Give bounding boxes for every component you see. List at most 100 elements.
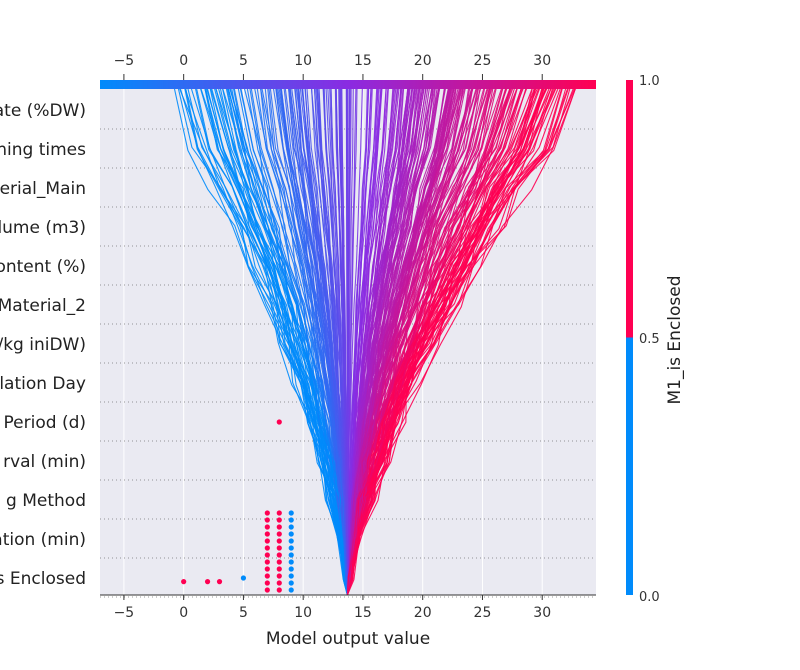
x-tick-label-top-3: 10 (294, 53, 312, 69)
decision-line-318 (346, 82, 535, 595)
scatter-point-40 (288, 510, 294, 516)
scatter-point-32 (288, 566, 294, 572)
x-tick-label-top-6: 25 (474, 53, 492, 69)
scatter-point-33 (288, 559, 294, 565)
x-tick-label-bottom-6: 25 (474, 605, 492, 621)
scatter-point-23 (276, 545, 282, 551)
scatter-point-19 (276, 573, 282, 579)
x-tick-label-top-2: 5 (239, 53, 248, 69)
scatter-point-24 (276, 538, 282, 544)
feature-label-10: g Method (6, 491, 86, 511)
decision-line-304 (346, 82, 437, 595)
scatter-point-14 (264, 524, 270, 530)
decision-line-310 (297, 82, 348, 595)
scatter-point-22 (276, 552, 282, 558)
decision-line-303 (338, 82, 348, 595)
scatter-points (181, 419, 294, 593)
decision-line-308 (310, 82, 348, 595)
x-tick-label-top-4: 15 (354, 53, 372, 69)
scatter-point-7 (264, 573, 270, 579)
feature-label-5: Material_2 (0, 296, 86, 316)
colorbar (626, 80, 633, 595)
x-tick-label-bottom-7: 30 (533, 605, 551, 621)
scatter-point-10 (264, 552, 270, 558)
colorbar-tick-low: 0.0 (639, 590, 660, 605)
scatter-point-31 (288, 573, 294, 579)
x-ticks-bottom: −5 0 5 10 15 20 25 30 (114, 595, 551, 621)
scatter-point-30 (288, 580, 294, 586)
x-tick-label-bottom-5: 20 (414, 605, 432, 621)
scatter-point-6 (264, 580, 270, 586)
x-tick-label-top-1: 0 (179, 53, 188, 69)
decision-line-270 (346, 82, 388, 595)
x-tick-label-bottom-2: 5 (239, 605, 248, 621)
decision-line-286 (346, 82, 579, 595)
scatter-point-37 (288, 531, 294, 537)
feature-label-2: erial_Main (0, 179, 86, 199)
scatter-point-28 (276, 510, 282, 516)
scatter-point-1 (181, 579, 187, 585)
feature-label-1: ning times (0, 140, 86, 160)
decision-line-319 (346, 82, 520, 595)
scatter-point-13 (264, 531, 270, 537)
decision-line-275 (346, 82, 410, 595)
feature-label-3: lume (m3) (0, 218, 86, 238)
scatter-point-4 (240, 575, 247, 581)
scatter-point-34 (288, 552, 294, 558)
scatter-point-29 (288, 587, 294, 593)
feature-label-6: /kg iniDW) (0, 335, 86, 355)
scatter-point-12 (264, 538, 270, 544)
x-tick-label-bottom-0: −5 (114, 605, 135, 621)
x-tick-label-top-7: 30 (533, 53, 551, 69)
decision-line-277 (204, 82, 348, 595)
scatter-point-20 (276, 566, 282, 572)
decision-lines (172, 82, 579, 595)
scatter-point-15 (264, 517, 270, 523)
scatter-point-39 (288, 517, 294, 523)
scatter-point-8 (264, 566, 270, 572)
decision-line-260 (204, 82, 348, 595)
top-color-bar (100, 80, 596, 89)
x-ticks-top: −5 0 5 10 15 20 25 30 (114, 53, 551, 80)
x-axis-title: Model output value (266, 629, 430, 649)
decision-line-315 (346, 82, 495, 595)
x-tick-label-top-0: −5 (114, 53, 135, 69)
scatter-point-16 (264, 510, 270, 516)
feature-label-8: Period (d) (4, 413, 86, 433)
scatter-point-25 (276, 531, 282, 537)
feature-label-0: ate (%DW) (0, 101, 86, 121)
scatter-point-38 (288, 524, 294, 530)
x-tick-label-bottom-3: 10 (294, 605, 312, 621)
decision-line-282 (346, 82, 374, 595)
scatter-point-17 (276, 587, 282, 593)
x-tick-label-bottom-1: 0 (179, 605, 188, 621)
scatter-point-11 (264, 545, 270, 551)
scatter-point-0 (276, 419, 282, 425)
feature-label-4: ontent (%) (0, 257, 86, 277)
scatter-point-3 (216, 579, 223, 585)
x-tick-label-bottom-4: 15 (354, 605, 372, 621)
scatter-point-21 (276, 559, 282, 565)
decision-line-263 (184, 82, 348, 595)
feature-label-7: lation Day (0, 374, 86, 394)
decision-line-317 (279, 82, 348, 595)
scatter-point-9 (264, 559, 270, 565)
scatter-point-18 (276, 580, 282, 586)
feature-label-9: rval (min) (3, 452, 86, 472)
feature-label-11: ation (min) (0, 530, 86, 550)
colorbar-label: M1_is Enclosed (665, 275, 685, 404)
x-tick-label-top-5: 20 (414, 53, 432, 69)
decision-line-299 (323, 82, 348, 595)
scatter-point-5 (264, 587, 270, 593)
feature-label-12: s Enclosed (0, 569, 86, 589)
scatter-point-27 (276, 517, 282, 523)
decision-line-307 (214, 82, 348, 595)
colorbar-tick-mid: 0.5 (639, 332, 660, 347)
decision-line-316 (346, 82, 535, 595)
scatter-point-35 (288, 545, 294, 551)
scatter-point-36 (288, 538, 294, 544)
scatter-point-26 (276, 524, 282, 530)
colorbar-tick-high: 1.0 (639, 74, 660, 89)
